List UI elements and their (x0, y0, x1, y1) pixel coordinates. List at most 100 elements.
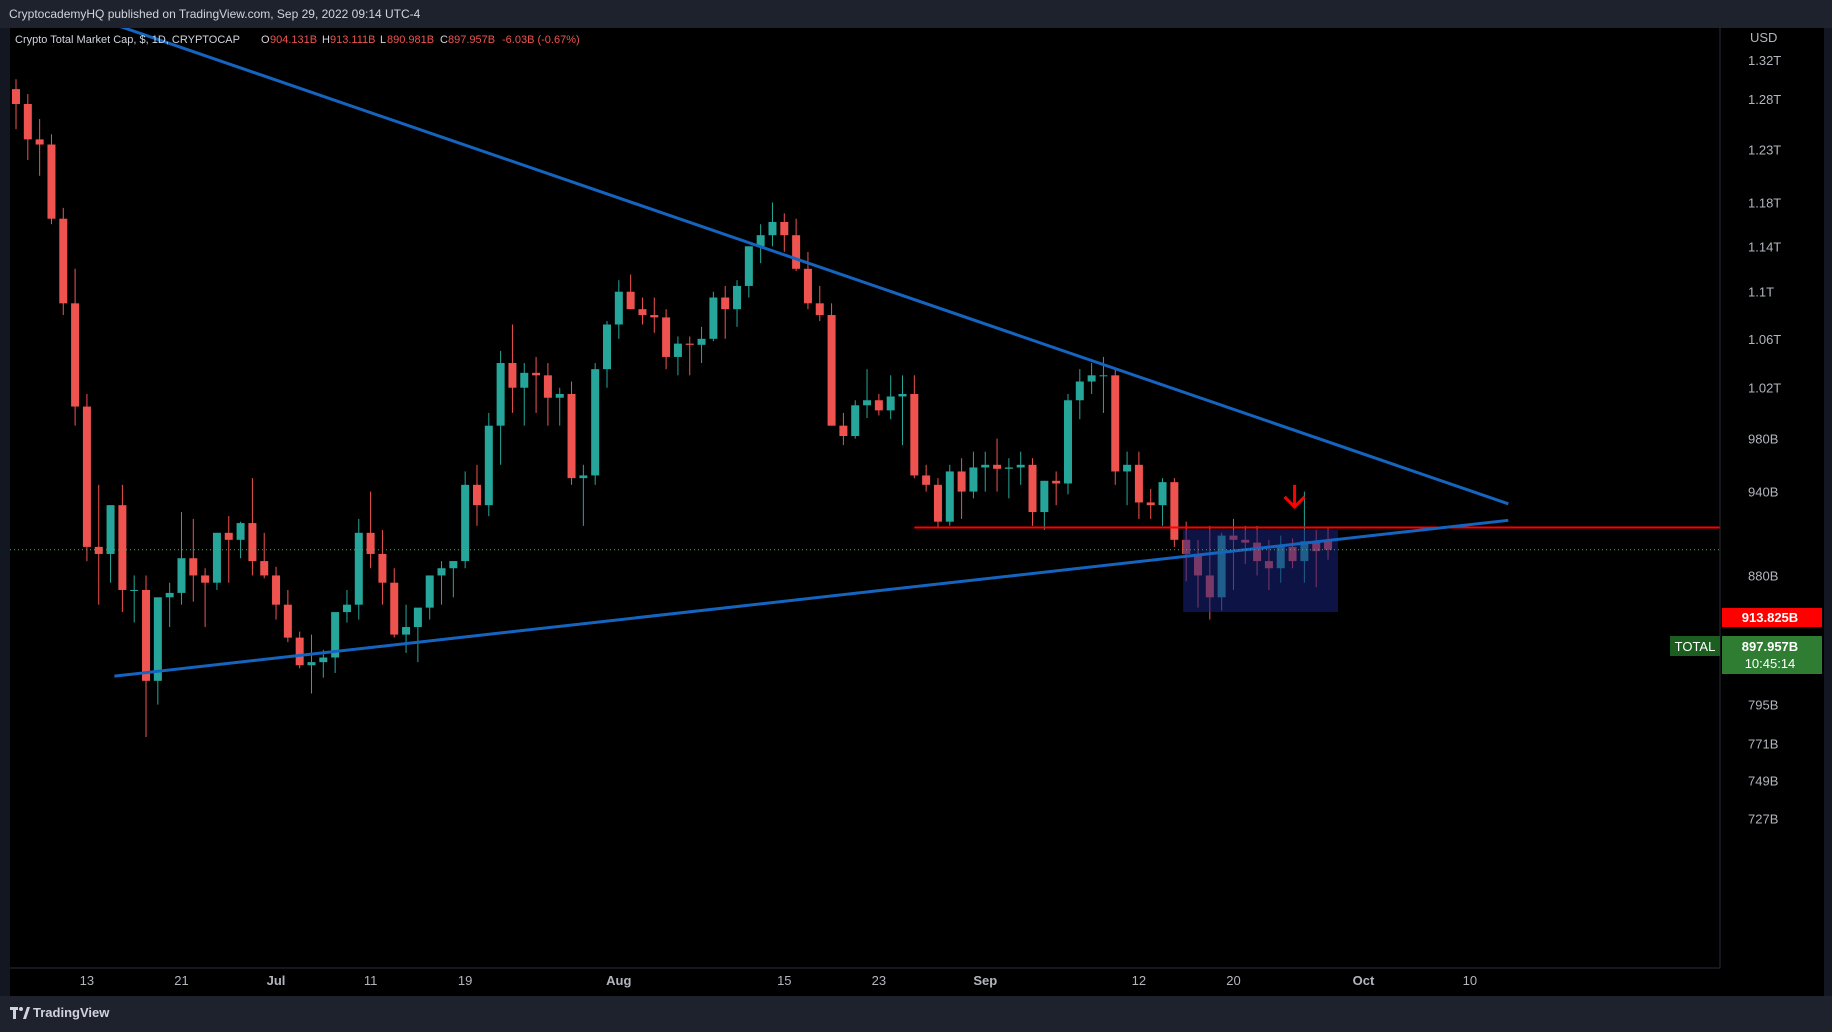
tradingview-brand: TradingView (33, 1005, 110, 1020)
legend-change: -6.03B (-0.67%) (502, 34, 580, 46)
price-tick-label: 1.32T (1748, 53, 1781, 68)
candle-body (82, 406, 91, 547)
price-tick-label: 980B (1748, 432, 1778, 447)
legend-close: 897.957B (448, 34, 495, 46)
candle-body (461, 484, 470, 562)
candlestick-chart[interactable]: USD 1.32T 1.28T 1.23T 1.18T 1.14T 1.1T 1.06T 1.… (10, 28, 1824, 996)
candle-body (23, 103, 32, 140)
time-tick-label: 23 (872, 973, 886, 988)
time-tick-label: 15 (777, 973, 791, 988)
price-tick-label: 940B (1748, 485, 1778, 500)
time-tick-label: 11 (364, 973, 378, 988)
candle-body (1123, 464, 1132, 472)
candle-body (1170, 482, 1179, 540)
legend-open: 904.131B (270, 34, 317, 46)
candle-body (130, 589, 139, 591)
candle-body (957, 471, 966, 492)
candle-body (969, 467, 978, 492)
candle-body (390, 582, 399, 635)
candle-body (1063, 400, 1072, 484)
time-tick-label: 19 (458, 973, 472, 988)
candle-body (886, 396, 895, 411)
candle-body (201, 575, 210, 583)
resistance-value: 913.825B (1742, 610, 1798, 625)
candle-body (520, 372, 529, 388)
lower-trendline[interactable] (114, 518, 1509, 678)
candle-body (768, 221, 777, 236)
candle-body (118, 505, 127, 590)
footer-bar: TradingView (0, 996, 1832, 1032)
candle-body (792, 235, 801, 269)
candle-body (71, 303, 80, 407)
price-tick-label: 795B (1748, 698, 1778, 713)
legend-high: 913.111B (330, 34, 375, 46)
chart-frame[interactable]: USD 1.32T 1.28T 1.23T 1.18T 1.14T 1.1T 1.06T 1.… (10, 28, 1824, 996)
candle-body (331, 612, 340, 658)
candle-body (1016, 464, 1025, 468)
resistance-tag (1722, 608, 1822, 627)
time-tick-label: 13 (80, 973, 94, 988)
candle-body (1099, 375, 1108, 377)
candle-body (827, 315, 836, 426)
time-tick-label: 10 (1463, 973, 1477, 988)
countdown-value: 10:45:14 (1745, 656, 1796, 671)
candle-body (413, 607, 422, 628)
currency-label: USD (1750, 30, 1777, 45)
candle-body (1158, 482, 1167, 506)
candle-body (555, 393, 564, 398)
candle-body (721, 297, 730, 310)
symbol-legend: Crypto Total Market Cap, $, 1D, CRYPTOCA… (15, 34, 580, 46)
time-tick-label: 12 (1132, 973, 1146, 988)
candle-body (189, 558, 198, 576)
candle-body (142, 589, 151, 681)
candle-body (496, 363, 505, 426)
candle-body (449, 561, 458, 569)
time-ticks: 13 21 Jul 11 19 Aug 15 23 Sep 12 20 Oct 10 (80, 973, 1477, 988)
candle-body (733, 285, 742, 310)
candle-body (342, 604, 351, 613)
candle-body (922, 475, 931, 485)
candle-body (780, 221, 789, 236)
candle-body (532, 372, 541, 376)
price-tick-label: 880B (1748, 568, 1778, 583)
candle-body (366, 532, 375, 554)
candle-body (94, 546, 103, 554)
price-tick-label: 727B (1748, 811, 1778, 826)
candle-body (1004, 467, 1013, 469)
upper-trendline[interactable] (10, 28, 1509, 506)
legend-o-label: O (261, 34, 270, 46)
price-tick-label: 1.28T (1748, 92, 1781, 107)
candle-body (236, 523, 245, 540)
candle-body (35, 139, 44, 145)
candle-body (815, 303, 824, 316)
price-tick-label: 771B (1748, 737, 1778, 752)
candles (12, 79, 1333, 737)
candle-body (1111, 375, 1120, 472)
candle-body (685, 343, 694, 345)
candle-body (579, 475, 588, 479)
candle-body (933, 484, 942, 522)
candle-body (839, 425, 848, 436)
candle-body (12, 89, 20, 104)
time-tick-label: Aug (606, 973, 631, 988)
time-tick-label: 21 (174, 973, 188, 988)
candle-body (851, 405, 860, 436)
time-tick-label: 20 (1226, 973, 1240, 988)
last-price-value: 897.957B (1742, 639, 1798, 654)
candle-body (272, 575, 281, 605)
candle-body (283, 604, 292, 638)
candle-body (484, 425, 493, 506)
candle-body (945, 471, 954, 522)
candle-body (1052, 480, 1061, 484)
candle-body (1040, 480, 1049, 513)
candle-body (1146, 502, 1155, 506)
candle-body (402, 627, 411, 635)
candle-body (863, 400, 872, 406)
candle-body (1075, 381, 1084, 401)
candle-body (543, 375, 552, 398)
candle-body (260, 561, 269, 576)
publish-header: CryptocademyHQ published on TradingView.… (0, 0, 1832, 28)
time-tick-label: Oct (1353, 973, 1375, 988)
legend-symbol: Crypto Total Market Cap, $, 1D, CRYPTOCA… (15, 34, 240, 46)
candle-body (378, 553, 387, 583)
